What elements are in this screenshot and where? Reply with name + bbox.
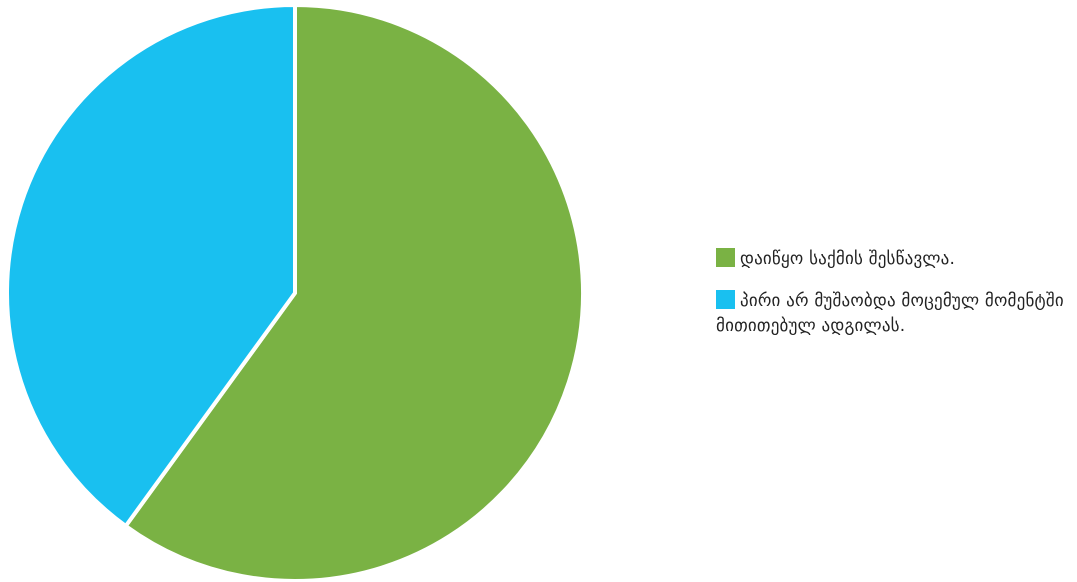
legend-label-0: დაიწყო საქმის შესწავლა. — [740, 249, 956, 269]
pie-slice-1 — [5, 3, 297, 528]
chart-legend: დაიწყო საქმის შესწავლა. პირი არ მუშაობდა… — [716, 247, 1066, 356]
legend-item-1: პირი არ მუშაობდა მოცემულ მომენტში მითითე… — [716, 289, 1066, 339]
legend-item-0: დაიწყო საქმის შესწავლა. — [716, 247, 1066, 272]
legend-label-1: პირი არ მუშაობდა მოცემულ მომენტში მითითე… — [716, 291, 1064, 336]
legend-swatch-0 — [716, 248, 735, 267]
pie-slice-0 — [123, 3, 585, 582]
legend-swatch-1 — [716, 290, 735, 309]
